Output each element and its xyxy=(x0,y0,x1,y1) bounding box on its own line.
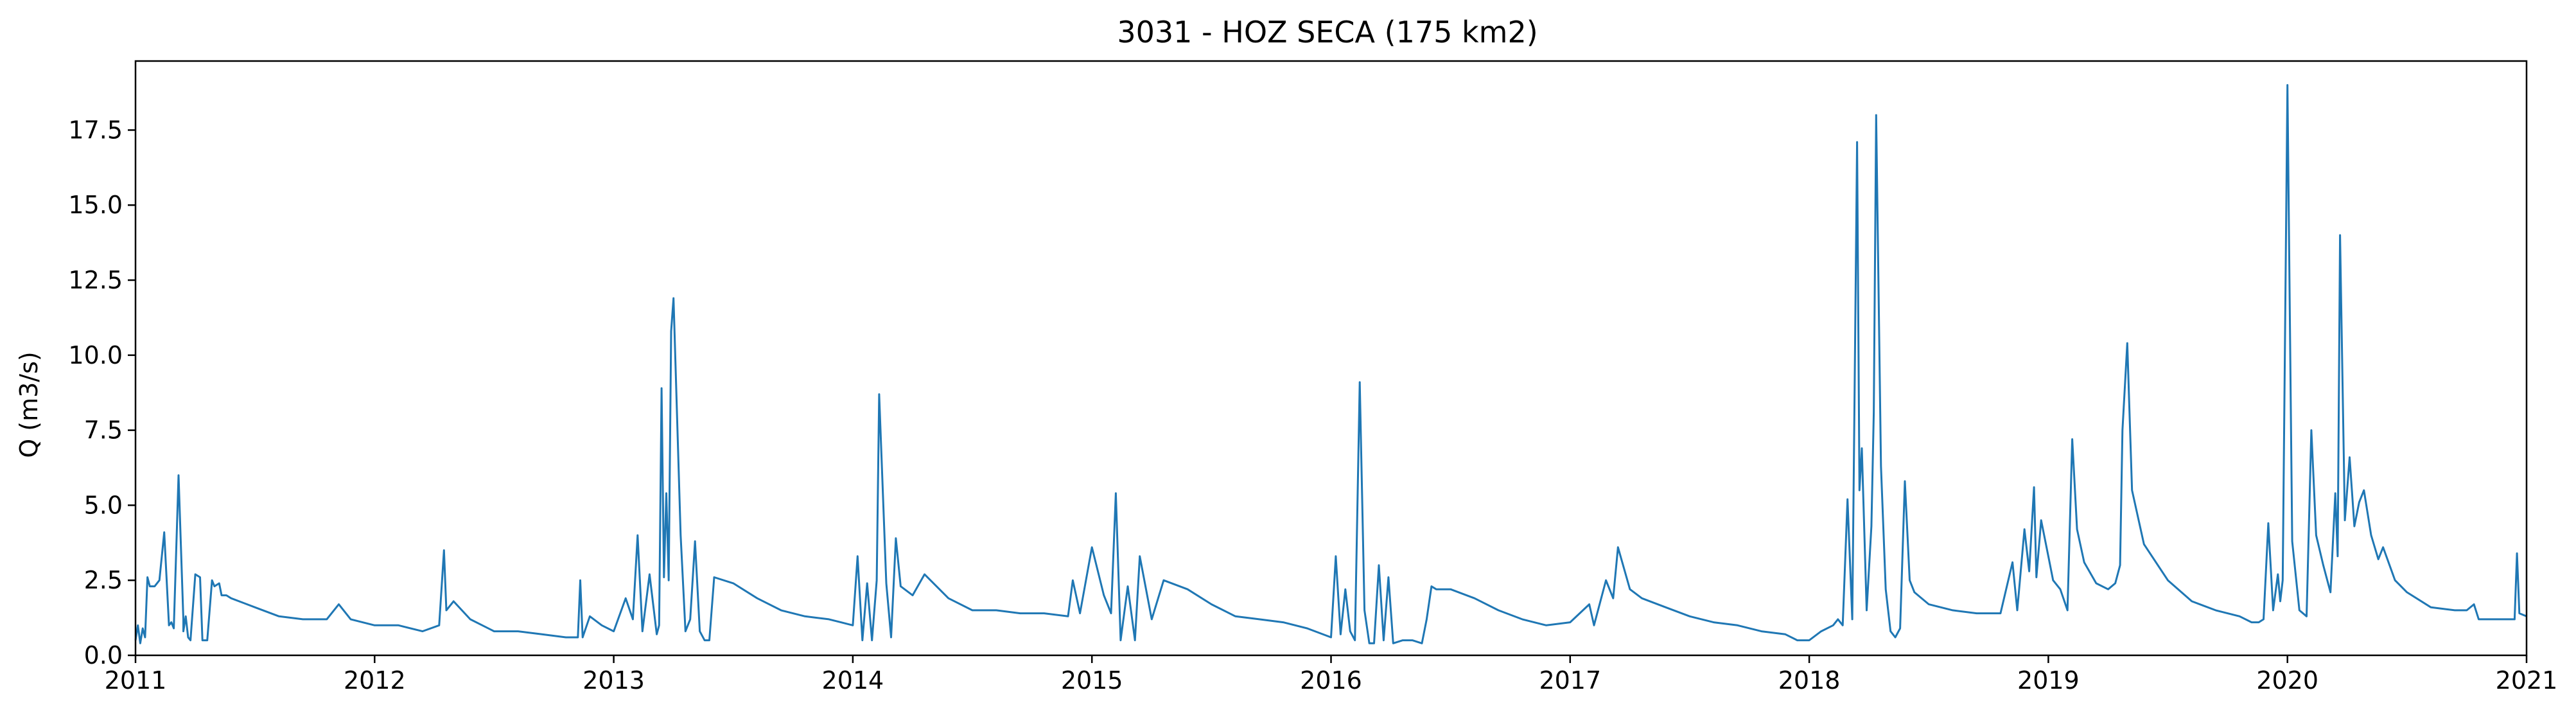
y-tick-label: 12.5 xyxy=(68,266,123,294)
y-tick-label: 5.0 xyxy=(84,491,123,519)
y-axis-label: Q (m3/s) xyxy=(15,351,43,457)
y-tick-label: 0.0 xyxy=(84,641,123,669)
y-tick-label: 15.0 xyxy=(68,191,123,219)
x-tick-label: 2012 xyxy=(344,666,406,695)
y-tick-label: 7.5 xyxy=(84,416,123,445)
x-tick-label: 2017 xyxy=(1539,666,1601,695)
y-tick-label: 10.0 xyxy=(68,341,123,369)
x-tick-label: 2016 xyxy=(1300,666,1362,695)
x-tick-label: 2011 xyxy=(105,666,167,695)
x-axis: 2011 2012 2013 2014 2015 2016 2017 2018 2019 2020… xyxy=(105,655,2558,695)
series-line-0 xyxy=(134,84,2527,644)
chart-title: 3031 - HOZ SECA (175 km2) xyxy=(1117,15,1538,49)
x-tick-label: 2015 xyxy=(1061,666,1123,695)
x-tick-label: 2014 xyxy=(822,666,884,695)
y-tick-label: 17.5 xyxy=(68,116,123,144)
x-tick-label: 2018 xyxy=(1778,666,1841,695)
y-axis: 0.0 2.5 5.0 7.5 10.0 12.5 15.0 17.5 xyxy=(68,116,136,669)
x-tick-label: 2019 xyxy=(2017,666,2080,695)
x-tick-label: 2020 xyxy=(2256,666,2318,695)
x-tick-label: 2013 xyxy=(583,666,645,695)
x-tick-label: 2021 xyxy=(2496,666,2558,695)
y-tick-label: 2.5 xyxy=(84,566,123,594)
plot-area xyxy=(134,84,2527,644)
